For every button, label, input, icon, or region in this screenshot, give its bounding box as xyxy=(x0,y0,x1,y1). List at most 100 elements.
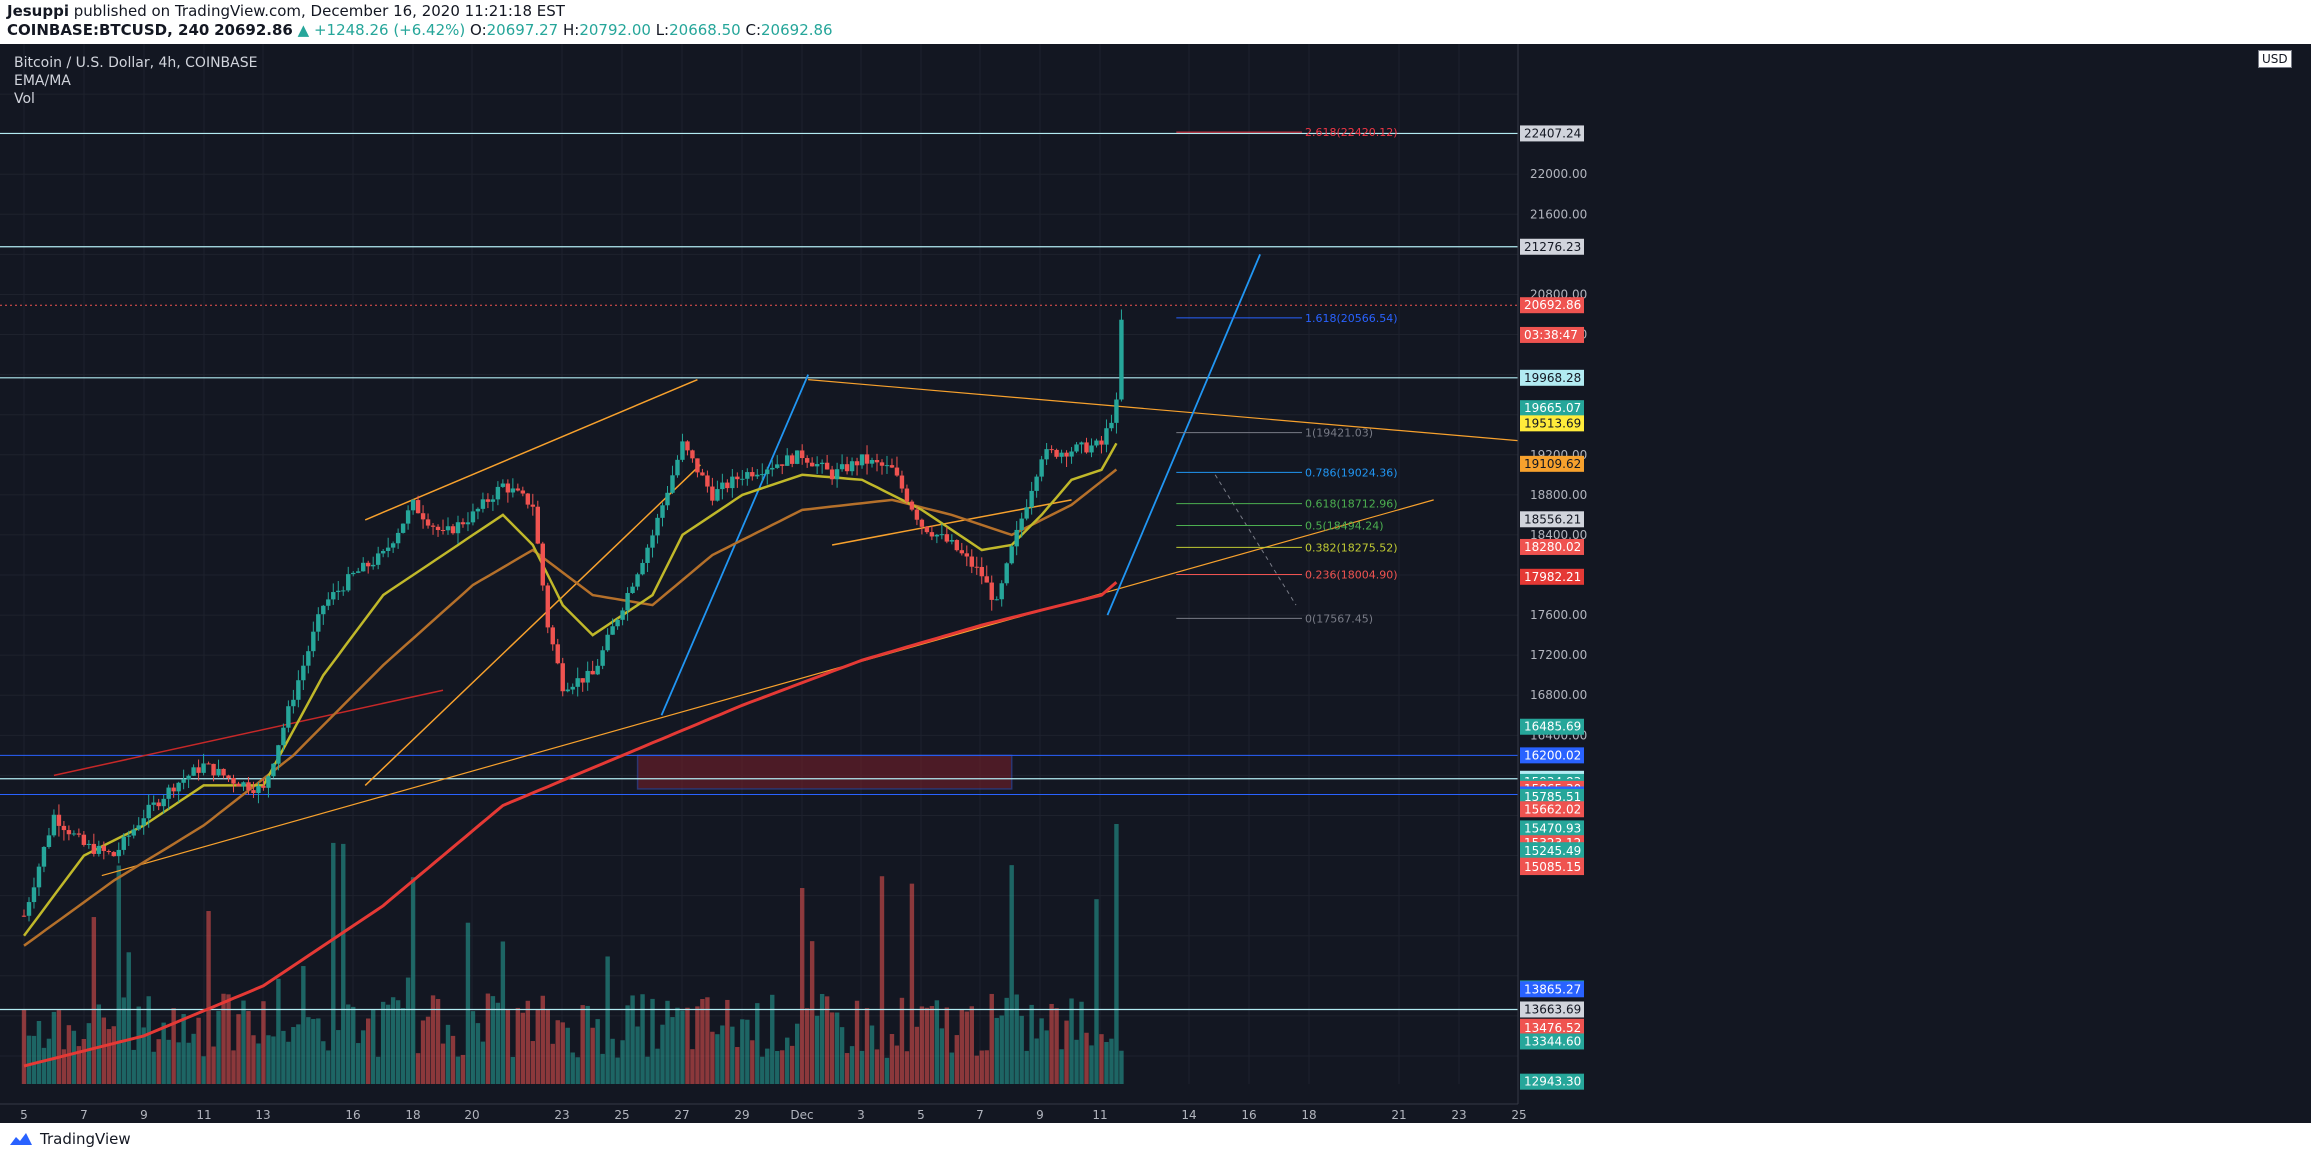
candle-body xyxy=(949,540,955,542)
volume-bar xyxy=(1084,1032,1089,1084)
price-chart[interactable]: 2.618(22420.12) 1.618(20566.54) 1(19421.03… xyxy=(0,44,2311,1123)
candle-body xyxy=(690,450,695,459)
candle-body xyxy=(780,464,785,466)
candle-body xyxy=(605,634,610,651)
volume-bar xyxy=(570,1052,575,1084)
price-label-text: 22407.24 xyxy=(1524,126,1581,140)
volume-bar xyxy=(1114,824,1119,1084)
volume-bar xyxy=(341,843,346,1084)
candle-body xyxy=(291,699,296,707)
candle-body xyxy=(1109,422,1114,429)
candle-body xyxy=(974,566,979,568)
candle-body xyxy=(385,547,391,552)
volume-bar xyxy=(351,1006,356,1084)
published-text: published on TradingView.com, December 1… xyxy=(73,2,565,20)
candle-body xyxy=(395,532,401,544)
candle-body xyxy=(874,459,880,463)
volume-bar xyxy=(385,1004,391,1084)
candle-body xyxy=(720,482,725,490)
volume-bar xyxy=(395,1000,401,1084)
volume-bar xyxy=(261,1001,266,1084)
candle-body xyxy=(540,543,545,586)
volume-bar xyxy=(390,997,396,1084)
candle-body xyxy=(1064,452,1069,457)
volume-bar xyxy=(585,1005,590,1084)
price-tick-label: 18800.00 xyxy=(1530,488,1587,502)
ohlc-l-label: L: xyxy=(655,21,670,39)
candle-body xyxy=(864,454,870,464)
time-tick-label: 25 xyxy=(614,1108,629,1122)
volume-bar xyxy=(166,1039,171,1084)
volume-bar xyxy=(415,1053,421,1084)
price-label-box xyxy=(1520,238,1584,255)
candle-body xyxy=(819,462,825,465)
candle-body xyxy=(1079,442,1084,445)
candle-body xyxy=(231,778,236,784)
volume-bar xyxy=(775,1050,780,1084)
volume-bar xyxy=(241,1000,246,1084)
candle-body xyxy=(904,488,910,502)
candle-body xyxy=(620,610,625,620)
candle-body xyxy=(1074,444,1079,452)
candle-body xyxy=(346,574,351,591)
volume-bar xyxy=(116,865,121,1084)
candle-body xyxy=(136,825,141,830)
candle-body xyxy=(176,782,181,792)
time-tick-label: 3 xyxy=(857,1108,865,1122)
candle-body xyxy=(336,590,341,593)
legend-ema[interactable]: EMA/MA xyxy=(14,73,71,89)
volume-bar xyxy=(849,1046,855,1084)
tradingview-logo[interactable]: TradingView xyxy=(8,1130,131,1148)
candle-body xyxy=(166,787,171,799)
candle-body xyxy=(999,583,1004,600)
candle-body xyxy=(560,663,565,692)
price-tick-label: 17200.00 xyxy=(1530,648,1587,662)
candle-body xyxy=(979,566,984,577)
volume-bar xyxy=(999,1015,1004,1084)
volume-bar xyxy=(730,1026,735,1084)
candle-body xyxy=(660,505,665,518)
volume-bar xyxy=(440,1043,446,1084)
currency-badge[interactable]: USD xyxy=(2258,50,2292,68)
price-label-text: 15245.49 xyxy=(1524,844,1581,858)
volume-bar xyxy=(949,1052,955,1084)
volume-bar xyxy=(839,1027,845,1084)
volume-bar xyxy=(21,1008,27,1084)
volume-bar xyxy=(380,1001,386,1084)
ohlc-l-value: 20668.50 xyxy=(669,21,741,39)
candle-body xyxy=(640,562,645,575)
candle-body xyxy=(1049,449,1054,451)
candle-body xyxy=(286,706,291,728)
candle-body xyxy=(964,553,969,557)
legend-vol[interactable]: Vol xyxy=(14,91,35,107)
volume-bar xyxy=(86,1023,92,1084)
volume-bar xyxy=(824,996,830,1084)
candle-body xyxy=(929,532,935,537)
candle-body xyxy=(1024,507,1029,519)
candle-body xyxy=(785,455,790,466)
candle-body xyxy=(435,526,441,531)
volume-bar xyxy=(96,1004,102,1084)
blue-move-arrow-2 xyxy=(1106,254,1261,616)
candle-body xyxy=(76,833,82,835)
candle-body xyxy=(700,472,705,476)
candle-body xyxy=(1114,399,1119,423)
volume-bar xyxy=(101,1017,107,1084)
channel-upper-trendline xyxy=(364,378,698,521)
volume-bar xyxy=(844,1053,850,1084)
volume-bar xyxy=(675,1007,680,1084)
time-tick-label: 11 xyxy=(1092,1108,1107,1122)
price-label-text: 13476.52 xyxy=(1524,1021,1581,1035)
time-tick-label: 27 xyxy=(674,1108,689,1122)
author-name[interactable]: Jesuppi xyxy=(7,2,69,20)
candle-body xyxy=(141,818,146,826)
volume-bar xyxy=(545,1009,550,1084)
volume-bar xyxy=(565,1027,570,1084)
candle-body xyxy=(580,678,585,683)
volume-bar xyxy=(51,1011,57,1084)
candle-body xyxy=(86,843,92,845)
price-label-box xyxy=(1520,842,1584,859)
volume-bar xyxy=(1094,899,1099,1084)
candle-body xyxy=(879,462,885,466)
candle-body xyxy=(226,775,231,779)
